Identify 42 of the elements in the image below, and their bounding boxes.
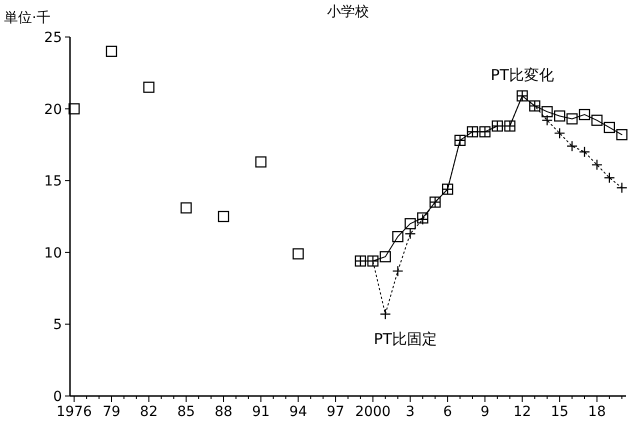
point [578,108,590,120]
point [604,122,616,134]
x-tick-label: 1976 [56,404,92,420]
x-tick-label: 18 [588,404,606,420]
point [392,231,404,242]
x-tick-label: 91 [252,404,270,420]
y-tick-label: 15 [44,174,62,190]
point [566,113,578,124]
point [143,82,154,93]
point [218,210,230,222]
x-tick-label: 2000 [355,404,391,420]
x-tick-label: 12 [513,404,532,420]
y-tick-label: 20 [44,102,62,118]
point [542,106,553,118]
series-label: PT比変化 [490,66,554,84]
x-tick-label: 79 [102,404,120,420]
point [380,251,391,262]
chart-title: 小学校 [327,4,369,20]
y-tick-label: 25 [44,30,62,46]
y-tick-label: 10 [44,245,62,262]
point [180,202,192,214]
x-tick-label: 6 [443,404,452,420]
y-tick-label: 5 [53,317,62,334]
point [68,103,80,114]
point [106,46,118,57]
point [591,114,603,126]
x-tick-label: 97 [326,404,344,420]
x-tick-label: 3 [406,404,415,420]
y-axis-title: 単位·千 [4,10,50,26]
x-tick-label: 85 [177,404,196,420]
x-tick-label: 94 [289,404,308,420]
series-label: PT比固定 [374,330,437,348]
x-tick-label: 82 [140,404,158,420]
point [404,218,416,230]
x-tick-label: 15 [550,404,569,420]
x-tick-label: 9 [480,404,490,420]
x-tick-label: 88 [214,404,232,420]
point [554,110,566,122]
point [616,129,628,140]
point [292,248,304,260]
y-tick-label: 0 [53,389,62,405]
point [255,156,266,168]
